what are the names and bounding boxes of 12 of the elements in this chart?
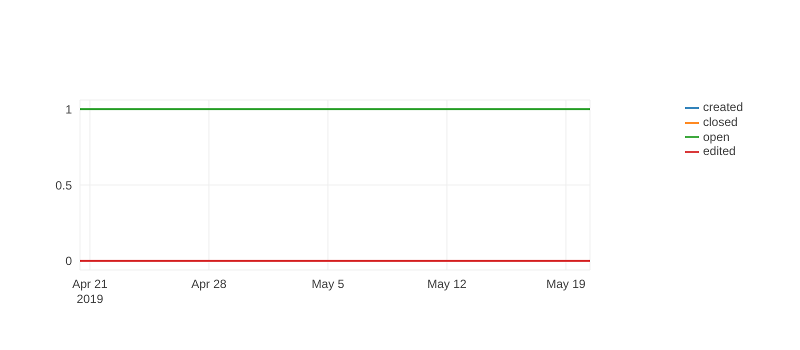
legend-label: open	[703, 130, 730, 144]
legend-label: created	[703, 100, 744, 114]
x-tick-label: May 19	[546, 277, 586, 291]
x-tick-label: Apr 21 2019	[72, 277, 108, 306]
legend-label: closed	[703, 114, 738, 129]
x-tick-label: May 12	[427, 277, 467, 291]
x-tick-label: Apr 28	[191, 277, 227, 291]
x-tick-label: May 5	[312, 277, 345, 291]
y-tick-label: 0	[65, 254, 72, 268]
y-tick-label: 0.5	[55, 178, 72, 192]
legend-label: edited	[703, 144, 736, 158]
y-tick-label: 1	[65, 102, 72, 116]
